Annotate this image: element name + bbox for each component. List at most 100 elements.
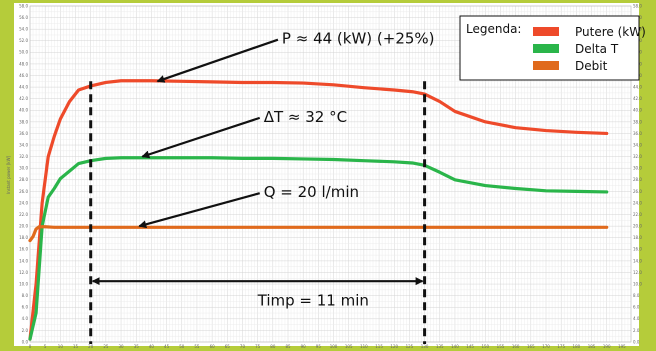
x-tick-label: 0 bbox=[29, 344, 32, 349]
legend-swatch bbox=[533, 44, 559, 53]
y-tick-label-right: 22.0 bbox=[633, 212, 642, 217]
y-tick-label: 30.0 bbox=[19, 166, 28, 171]
y-tick-label-right: 16.0 bbox=[633, 247, 642, 252]
y-tick-label-right: 32.0 bbox=[633, 154, 642, 159]
y-tick-label: 38.0 bbox=[19, 119, 28, 124]
annotation-text: ΔT ≈ 32 °C bbox=[264, 108, 347, 126]
x-tick-label: 70 bbox=[240, 344, 246, 349]
annotation-arrow bbox=[141, 116, 261, 159]
y-tick-label: 58.0 bbox=[19, 3, 28, 8]
x-tick-label: 145 bbox=[466, 344, 474, 349]
x-tick-label: 90 bbox=[301, 344, 307, 349]
y-tick-label: 0.0 bbox=[22, 339, 29, 344]
series-group bbox=[28, 79, 609, 341]
x-tick-label: 80 bbox=[270, 344, 276, 349]
y-tick-label: 28.0 bbox=[19, 177, 28, 182]
reference-lines bbox=[89, 81, 427, 344]
x-tick-label: 35 bbox=[134, 344, 140, 349]
y-tick-label: 24.0 bbox=[19, 200, 28, 205]
x-tick-label: 15 bbox=[73, 344, 79, 349]
x-tick-label: 120 bbox=[390, 344, 398, 349]
x-tick-label: 30 bbox=[119, 344, 125, 349]
x-tick-label: 195 bbox=[618, 344, 626, 349]
y-tick-label: 10.0 bbox=[19, 281, 28, 286]
y-tick-label: 34.0 bbox=[19, 142, 28, 147]
x-tick-label: 100 bbox=[330, 344, 338, 349]
y-tick-label: 8.0 bbox=[22, 293, 29, 298]
y-tick-label-right: 30.0 bbox=[633, 166, 642, 171]
x-tick-label: 115 bbox=[375, 344, 383, 349]
y-tick-label-right: 2.0 bbox=[633, 328, 640, 333]
y-tick-label-right: 20.0 bbox=[633, 224, 642, 229]
y-tick-label-right: 26.0 bbox=[633, 189, 642, 194]
y-tick-label-right: 58.0 bbox=[633, 3, 642, 8]
x-tick-label: 175 bbox=[557, 344, 565, 349]
x-tick-label: 95 bbox=[316, 344, 322, 349]
x-tick-label: 155 bbox=[497, 344, 505, 349]
x-tick-label: 185 bbox=[588, 344, 596, 349]
annotation-text: Q = 20 l/min bbox=[264, 183, 359, 201]
y-tick-label: 52.0 bbox=[19, 38, 28, 43]
x-tick-label: 135 bbox=[436, 344, 444, 349]
y-tick-label-right: 4.0 bbox=[633, 316, 640, 321]
legend-swatch bbox=[533, 27, 559, 36]
legend-label: Putere (kW) bbox=[575, 25, 646, 39]
y-axis-label: Instant power [kW] bbox=[6, 155, 11, 194]
x-axis: 0 5 10 15 20 25 30 35 40 45 50 55 60 65 70 75 80 85 90 95 10… bbox=[29, 344, 626, 349]
y-tick-label: 40.0 bbox=[19, 108, 28, 113]
series-line-delta-t bbox=[28, 156, 609, 341]
legend: Legenda: Putere (kW) Delta T Debit bbox=[459, 15, 646, 81]
y-tick-label-right: 14.0 bbox=[633, 258, 642, 263]
plot-area-border bbox=[29, 5, 632, 343]
x-tick-label: 180 bbox=[573, 344, 581, 349]
y-tick-label-right: 44.0 bbox=[633, 85, 642, 90]
y-tick-label: 32.0 bbox=[19, 154, 28, 159]
x-tick-label: 55 bbox=[194, 344, 200, 349]
y-tick-label-right: 10.0 bbox=[633, 281, 642, 286]
x-tick-label: 25 bbox=[103, 344, 109, 349]
y-tick-label: 48.0 bbox=[19, 61, 28, 66]
y-tick-label: 36.0 bbox=[19, 131, 28, 136]
grid bbox=[29, 5, 632, 343]
x-tick-label: 10 bbox=[58, 344, 64, 349]
y-tick-label: 20.0 bbox=[19, 224, 28, 229]
series-line-debit bbox=[28, 225, 609, 243]
y-tick-label-right: 36.0 bbox=[633, 131, 642, 136]
x-tick-label: 160 bbox=[512, 344, 520, 349]
y-tick-label: 12.0 bbox=[19, 270, 28, 275]
x-tick-label: 190 bbox=[603, 344, 611, 349]
series-line-putere-kw bbox=[28, 79, 609, 341]
y-tick-label-right: 6.0 bbox=[633, 305, 640, 310]
annotations: P ≈ 44 (kW) (+25%) ΔT ≈ 32 °C Q = 20 l/min… bbox=[91, 30, 435, 310]
y-tick-label-right: 34.0 bbox=[633, 142, 642, 147]
y-tick-label: 54.0 bbox=[19, 27, 28, 32]
x-tick-label: 20 bbox=[88, 344, 94, 349]
y-tick-label: 2.0 bbox=[22, 328, 29, 333]
y-tick-label-right: 24.0 bbox=[633, 200, 642, 205]
annotation-text: Timp = 11 min bbox=[257, 292, 369, 310]
x-tick-label: 170 bbox=[542, 344, 550, 349]
y-tick-label: 22.0 bbox=[19, 212, 28, 217]
x-tick-label: 65 bbox=[225, 344, 231, 349]
x-tick-label: 60 bbox=[210, 344, 216, 349]
y-tick-label-right: 40.0 bbox=[633, 108, 642, 113]
legend-title: Legenda: bbox=[466, 22, 521, 36]
y-tick-label-right: 18.0 bbox=[633, 235, 642, 240]
y-axis-left: 0.0 2.0 4.0 6.0 8.0 10.0 12.0 14.0 16.0 18.0 20.0 2… bbox=[19, 3, 28, 344]
y-tick-label: 26.0 bbox=[19, 189, 28, 194]
y-tick-label-right: 28.0 bbox=[633, 177, 642, 182]
x-tick-label: 75 bbox=[255, 344, 261, 349]
y-tick-label: 46.0 bbox=[19, 73, 28, 78]
x-tick-label: 125 bbox=[406, 344, 414, 349]
x-tick-label: 105 bbox=[345, 344, 353, 349]
x-tick-label: 165 bbox=[527, 344, 535, 349]
y-tick-label: 14.0 bbox=[19, 258, 28, 263]
legend-swatch bbox=[533, 61, 559, 70]
y-tick-label: 18.0 bbox=[19, 235, 28, 240]
annotation-text: P ≈ 44 (kW) (+25%) bbox=[282, 30, 435, 48]
x-tick-label: 85 bbox=[285, 344, 291, 349]
x-tick-label: 110 bbox=[360, 344, 368, 349]
y-tick-label: 4.0 bbox=[22, 316, 29, 321]
x-tick-label: 140 bbox=[451, 344, 459, 349]
